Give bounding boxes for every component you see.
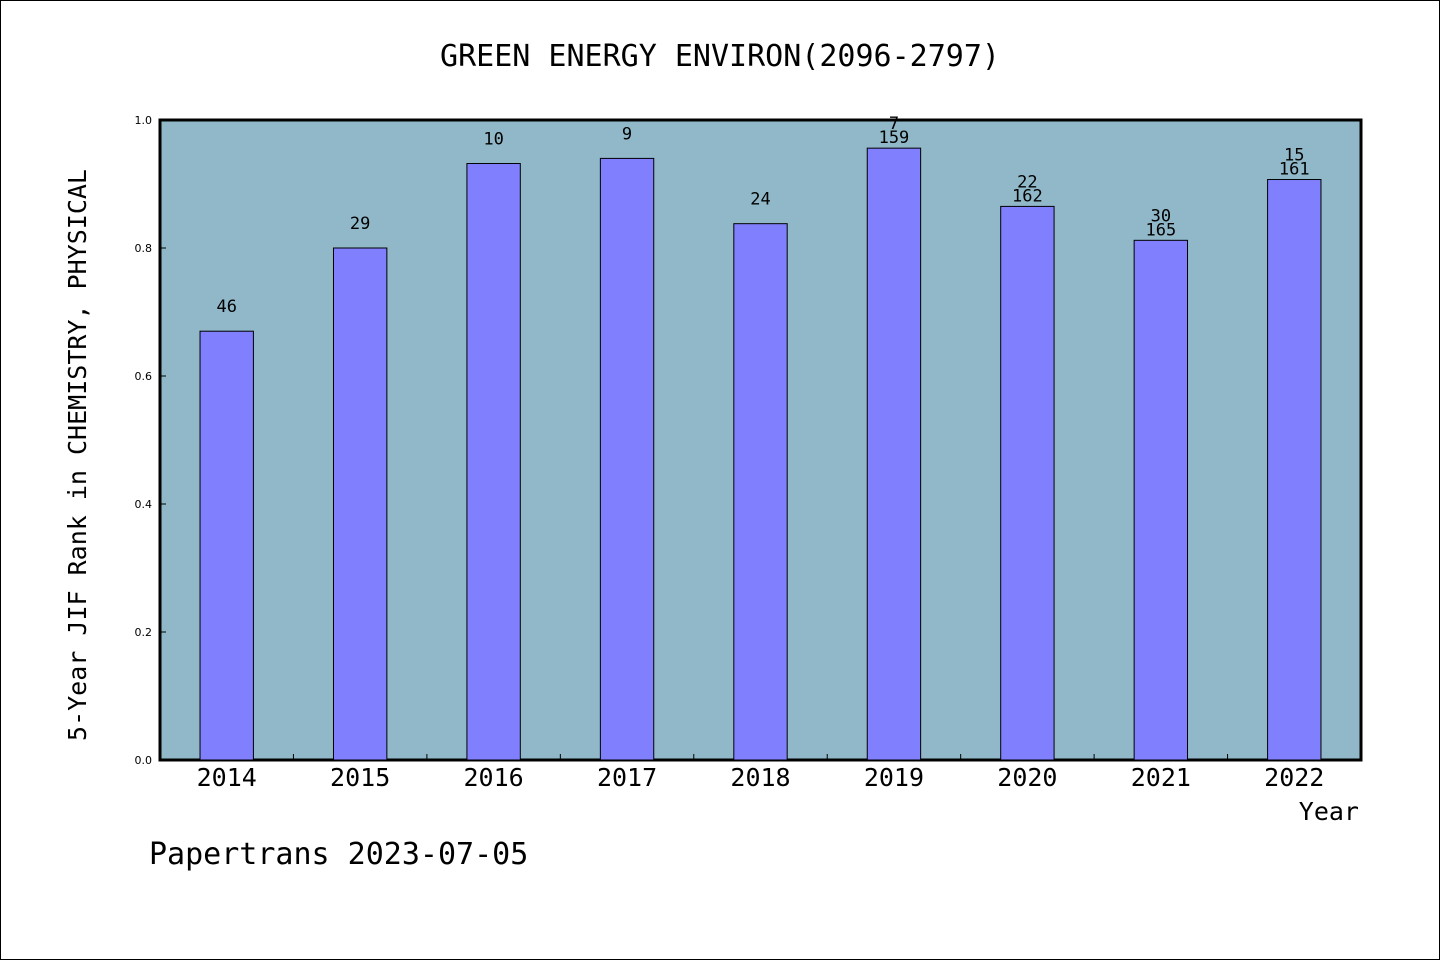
bar-rank-label: 46: [216, 297, 236, 317]
bar-rank-label: 30: [1151, 206, 1171, 226]
x-tick-label: 2018: [730, 763, 790, 792]
x-axis: 2014 2015 2016 2017 2018 2019 2020 2021 2022: [197, 754, 1324, 792]
bar-2018: [733, 223, 788, 761]
bar-rank-label: 22: [1017, 172, 1037, 192]
bar-2015: [332, 247, 388, 761]
x-tick-label: 2015: [330, 763, 390, 792]
y-tick-label: 0.4: [135, 498, 153, 511]
bar-total-label: 165: [1145, 220, 1176, 240]
bar-total-label: 159: [879, 128, 910, 148]
bar-total-label: 161: [1279, 160, 1310, 180]
bar-2014: [199, 330, 254, 761]
y-axis-label: 5-Year JIF Rank in CHEMISTRY, PHYSICAL: [63, 169, 92, 741]
y-tick-label: 0.0: [135, 754, 153, 767]
y-tick-label: 1.0: [135, 114, 153, 127]
bar-rank-label: 9: [622, 124, 632, 144]
bar-2021: [1133, 239, 1189, 761]
chart-title: GREEN ENERGY ENVIRON(2096-2797): [440, 39, 1000, 74]
bar-rank-label: 7: [889, 114, 899, 134]
y-axis: 0.0 0.2 0.4 0.6 0.8 1.0: [135, 114, 166, 767]
bar-rank-label: 29: [350, 214, 370, 234]
x-tick-label: 2016: [464, 763, 524, 792]
x-tick-label: 2022: [1264, 763, 1324, 792]
bar-2017: [599, 157, 655, 761]
bar-2022: [1267, 179, 1322, 761]
bar-2019: [866, 147, 922, 761]
bar-rank-label: 15: [1284, 146, 1304, 166]
x-tick-label: 2019: [864, 763, 924, 792]
x-tick-label: 2017: [597, 763, 657, 792]
bar-rank-label: 24: [750, 190, 770, 210]
bar-2016: [466, 163, 521, 761]
y-tick-label: 0.2: [135, 626, 153, 639]
y-tick-label: 0.6: [135, 370, 153, 383]
x-tick-label: 2020: [997, 763, 1057, 792]
watermark-text: Papertrans 2023-07-05: [149, 837, 528, 872]
x-tick-label: 2021: [1131, 763, 1191, 792]
y-tick-label: 0.8: [135, 242, 153, 255]
bar-total-label: 162: [1012, 186, 1043, 206]
bar-2020: [1000, 205, 1055, 761]
bar-rank-label: 10: [483, 130, 503, 150]
x-axis-label: Year: [1299, 797, 1359, 826]
x-tick-label: 2014: [197, 763, 257, 792]
